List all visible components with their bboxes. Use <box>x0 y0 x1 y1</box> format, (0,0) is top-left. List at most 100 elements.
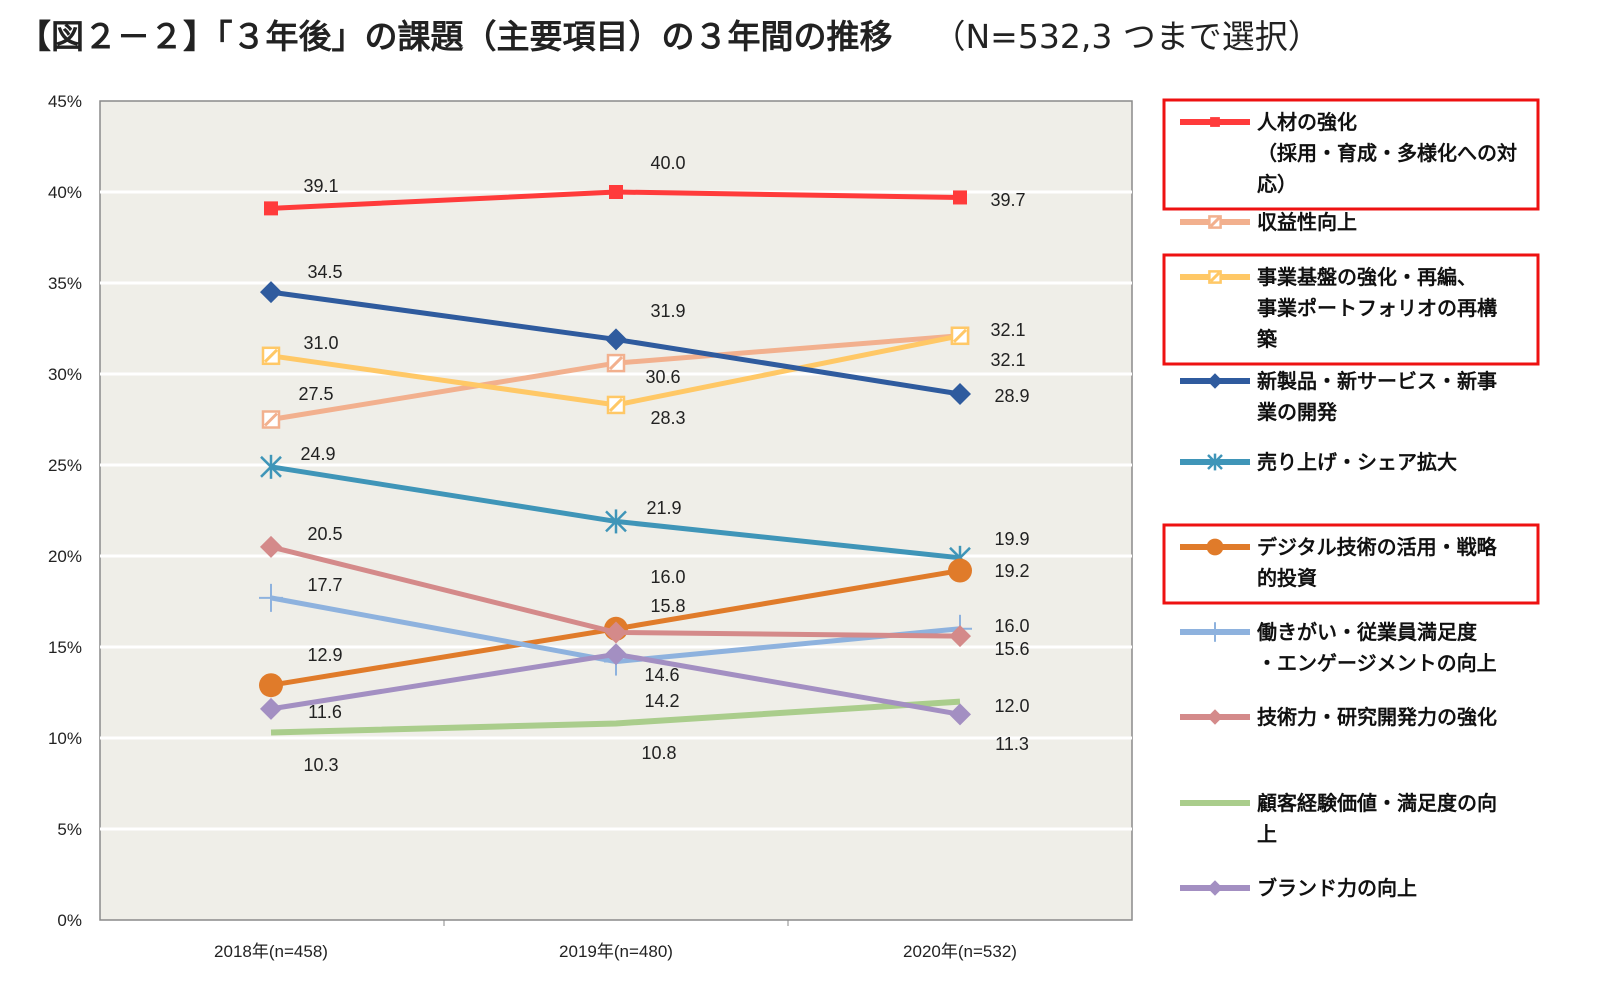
data-label: 39.7 <box>990 190 1025 210</box>
x-tick-label: 2020年(n=532) <box>903 942 1017 961</box>
diamond-marker <box>605 621 627 644</box>
legend-label: 築 <box>1256 327 1278 351</box>
subtitle-text: （N=532,3 つまで選択） <box>932 17 1321 56</box>
diamond-marker <box>605 643 627 666</box>
data-label: 40.0 <box>650 153 685 173</box>
hatch-line <box>608 397 624 413</box>
data-label: 12.9 <box>307 645 342 665</box>
legend-label: 業の開発 <box>1257 400 1338 424</box>
data-label: 28.9 <box>994 386 1029 406</box>
hatch-line <box>952 328 968 343</box>
legend-label: ブランド力の向上 <box>1257 876 1417 900</box>
data-label: 21.9 <box>646 498 681 518</box>
y-tick-label: 25% <box>48 456 82 475</box>
data-label: 10.3 <box>303 755 338 775</box>
highlight-box <box>1162 98 1540 211</box>
data-label: 10.8 <box>641 743 676 763</box>
hatch-line <box>263 412 279 427</box>
legend-label: （採用・育成・多様化への対 <box>1257 141 1517 165</box>
legend-label: 顧客経験価値・満足度の向 <box>1257 791 1497 815</box>
y-tick-label: 35% <box>48 274 82 293</box>
legend-label: 人材の強化 <box>1257 110 1357 134</box>
data-label: 31.0 <box>303 333 338 353</box>
y-tick-label: 5% <box>57 820 82 839</box>
legend-label: 的投資 <box>1257 566 1317 590</box>
data-label: 17.7 <box>307 575 342 595</box>
legend-label: 新製品・新サービス・新事 <box>1257 369 1497 393</box>
data-label: 19.9 <box>994 529 1029 549</box>
data-label: 28.3 <box>650 408 685 428</box>
legend-label: 応） <box>1257 172 1297 196</box>
data-label: 20.5 <box>307 524 342 544</box>
diamond-marker <box>260 281 282 304</box>
data-label: 27.5 <box>298 384 333 404</box>
legend-label: 上 <box>1257 822 1277 846</box>
data-label: 34.5 <box>307 262 342 282</box>
y-tick-label: 45% <box>48 92 82 111</box>
circle-marker <box>948 558 972 583</box>
legend-label: 事業基盤の強化・再編、 <box>1257 265 1477 289</box>
hatch-line <box>263 348 279 363</box>
x-tick-label: 2018年(n=458) <box>214 942 328 961</box>
data-label: 11.6 <box>308 702 342 722</box>
series-9: 10.3 10.8 12.0 <box>270 696 1030 775</box>
diamond-marker <box>260 697 282 720</box>
legend-label: 売り上げ・シェア拡大 <box>1257 450 1457 474</box>
diamond-marker <box>949 703 971 726</box>
y-tick-label: 30% <box>48 365 82 384</box>
diamond-marker <box>1207 709 1223 725</box>
data-label: 15.8 <box>650 596 685 616</box>
data-label: 16.0 <box>650 567 685 587</box>
legend-label: 技術力・研究開発力の強化 <box>1257 705 1497 729</box>
diamond-marker <box>1207 880 1223 896</box>
x-tick-label: 2019年(n=480) <box>559 942 673 961</box>
data-label: 39.1 <box>303 176 338 196</box>
legend-label: デジタル技術の活用・戦略 <box>1257 535 1498 559</box>
y-tick-label: 40% <box>48 183 82 202</box>
hatch-line <box>1209 216 1221 228</box>
hatch-line <box>1209 271 1221 283</box>
legend-item-7: 働きがい・従業員満足度・エンゲージメントの向上 <box>1180 620 1497 675</box>
diamond-marker <box>605 328 627 351</box>
legend-item-8: 技術力・研究開発力の強化 <box>1180 705 1497 729</box>
chart-title: 【図２－２】「３年後」の課題（主要項目）の３年間の推移 （N=532,3 つまで選… <box>18 10 1321 58</box>
diamond-marker <box>260 535 282 558</box>
data-label: 19.2 <box>994 561 1029 581</box>
series-3: 31.0 28.3 32.1 <box>261 320 1026 428</box>
series-5: 24.9 21.9 19.9 <box>260 444 1030 570</box>
y-tick-label: 15% <box>48 638 82 657</box>
data-label: 24.9 <box>300 444 335 464</box>
y-tick-label: 0% <box>57 911 82 930</box>
highlight-box <box>1162 253 1540 366</box>
square-marker <box>953 190 967 205</box>
series-4: 34.5 31.9 28.9 <box>260 262 1030 406</box>
data-label: 30.6 <box>645 367 680 387</box>
series-1: 39.1 40.0 39.7 <box>264 153 1026 216</box>
legend-item-10: ブランド力の向上 <box>1180 876 1417 900</box>
y-tick-label: 10% <box>48 729 82 748</box>
square-marker <box>609 185 623 199</box>
legend-item-5: 売り上げ・シェア拡大 <box>1180 450 1457 474</box>
diamond-marker <box>949 625 971 648</box>
data-label: 11.3 <box>995 734 1029 754</box>
data-label: 16.0 <box>994 616 1029 636</box>
circle-marker <box>1206 538 1224 556</box>
title-text: 【図２－２】「３年後」の課題（主要項目）の３年間の推移 <box>18 17 893 56</box>
data-label: 32.1 <box>990 350 1025 370</box>
legend-item-2: 収益性向上 <box>1180 210 1357 234</box>
data-label: 31.9 <box>650 301 685 321</box>
data-label: 14.2 <box>644 691 679 711</box>
highlight-box <box>1162 523 1540 605</box>
legend-label: 収益性向上 <box>1257 210 1357 234</box>
series-10: 11.6 14.6 11.3 <box>260 643 1029 754</box>
data-label: 15.6 <box>994 639 1029 659</box>
legend-label: 事業ポートフォリオの再構 <box>1257 296 1497 320</box>
diamond-marker <box>949 383 971 406</box>
data-label: 14.6 <box>644 665 679 685</box>
diamond-marker <box>1207 373 1223 389</box>
